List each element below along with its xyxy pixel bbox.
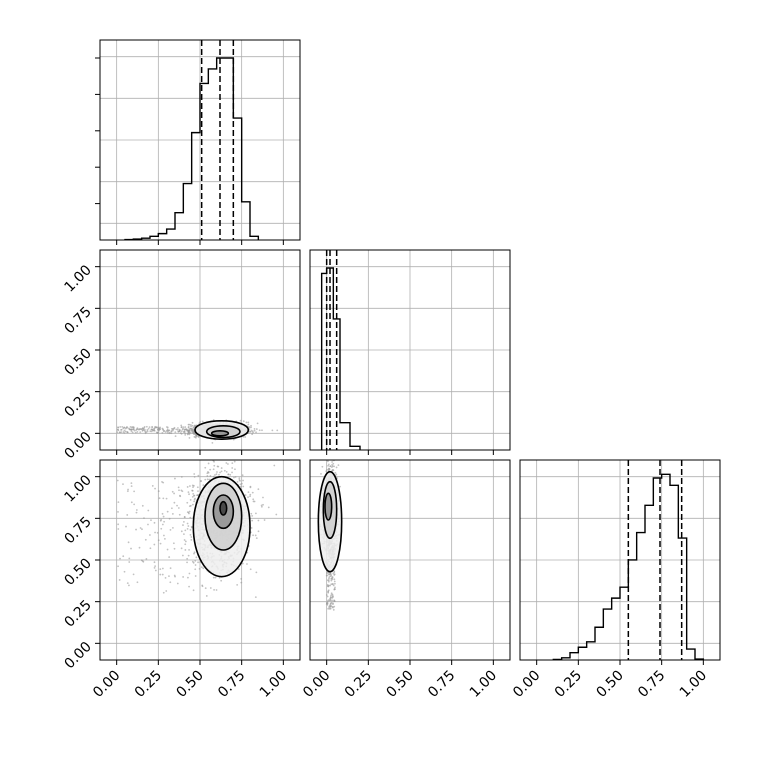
y-tick-label: 0.50 (61, 346, 94, 379)
density-shade (220, 501, 227, 515)
x-tick-label: 0.50 (383, 668, 416, 701)
x-tick-label: 1.00 (257, 668, 290, 701)
contour-line (212, 494, 235, 530)
histogram-panel-3: 0.00 0.25 0.50 0.75 1.00 (510, 459, 721, 701)
contour-line (192, 475, 251, 578)
x-tick-label: 0.75 (425, 668, 458, 701)
contour-line (205, 425, 241, 439)
density-shade (211, 430, 229, 436)
contour-line (194, 420, 250, 440)
y-tick-label: 0.00 (61, 639, 94, 672)
density-shade (325, 493, 332, 520)
y-tick-label: 0.25 (61, 597, 94, 630)
joint-panel-1-3: 0.00 0.25 0.50 0.75 1.000.000.250.500.751.00 (61, 459, 301, 701)
x-tick-label: 1.00 (677, 668, 710, 701)
x-tick-label: 0.50 (593, 668, 626, 701)
y-tick-label: 1.00 (61, 472, 94, 505)
contour-line (210, 430, 230, 437)
contour-line (204, 482, 243, 551)
y-tick-label: 0.75 (61, 304, 94, 337)
y-tick-label: 0.75 (61, 514, 94, 547)
y-tick-label: 0.25 (61, 387, 94, 420)
joint-panel-2-3: 0.00 0.25 0.50 0.75 1.00 (300, 459, 511, 701)
histogram-panel-1 (95, 39, 301, 245)
x-tick-label: 0.25 (552, 668, 585, 701)
x-tick-label: 0.25 (342, 668, 375, 701)
y-tick-label: 0.50 (61, 556, 94, 589)
x-tick-label: 1.00 (467, 668, 500, 701)
histogram-step-1 (124, 57, 260, 241)
x-tick-label: 0.25 (132, 668, 165, 701)
x-tick-label: 0.00 (300, 668, 333, 701)
x-tick-label: 0.75 (215, 668, 248, 701)
contour-line (317, 470, 343, 573)
x-tick-label: 0.00 (90, 668, 123, 701)
x-tick-label: 0.75 (635, 668, 668, 701)
x-tick-label: 0.50 (173, 668, 206, 701)
contour-line (219, 500, 228, 516)
histogram-panel-2 (309, 249, 511, 455)
y-tick-label: 1.00 (61, 262, 94, 295)
contour-line (324, 492, 333, 521)
contour-line (322, 480, 338, 540)
joint-panel-1-2: 0.00 0.25 0.50 0.75 1.00 (61, 249, 301, 462)
y-tick-label: 0.00 (61, 429, 94, 462)
x-tick-label: 0.00 (510, 668, 543, 701)
